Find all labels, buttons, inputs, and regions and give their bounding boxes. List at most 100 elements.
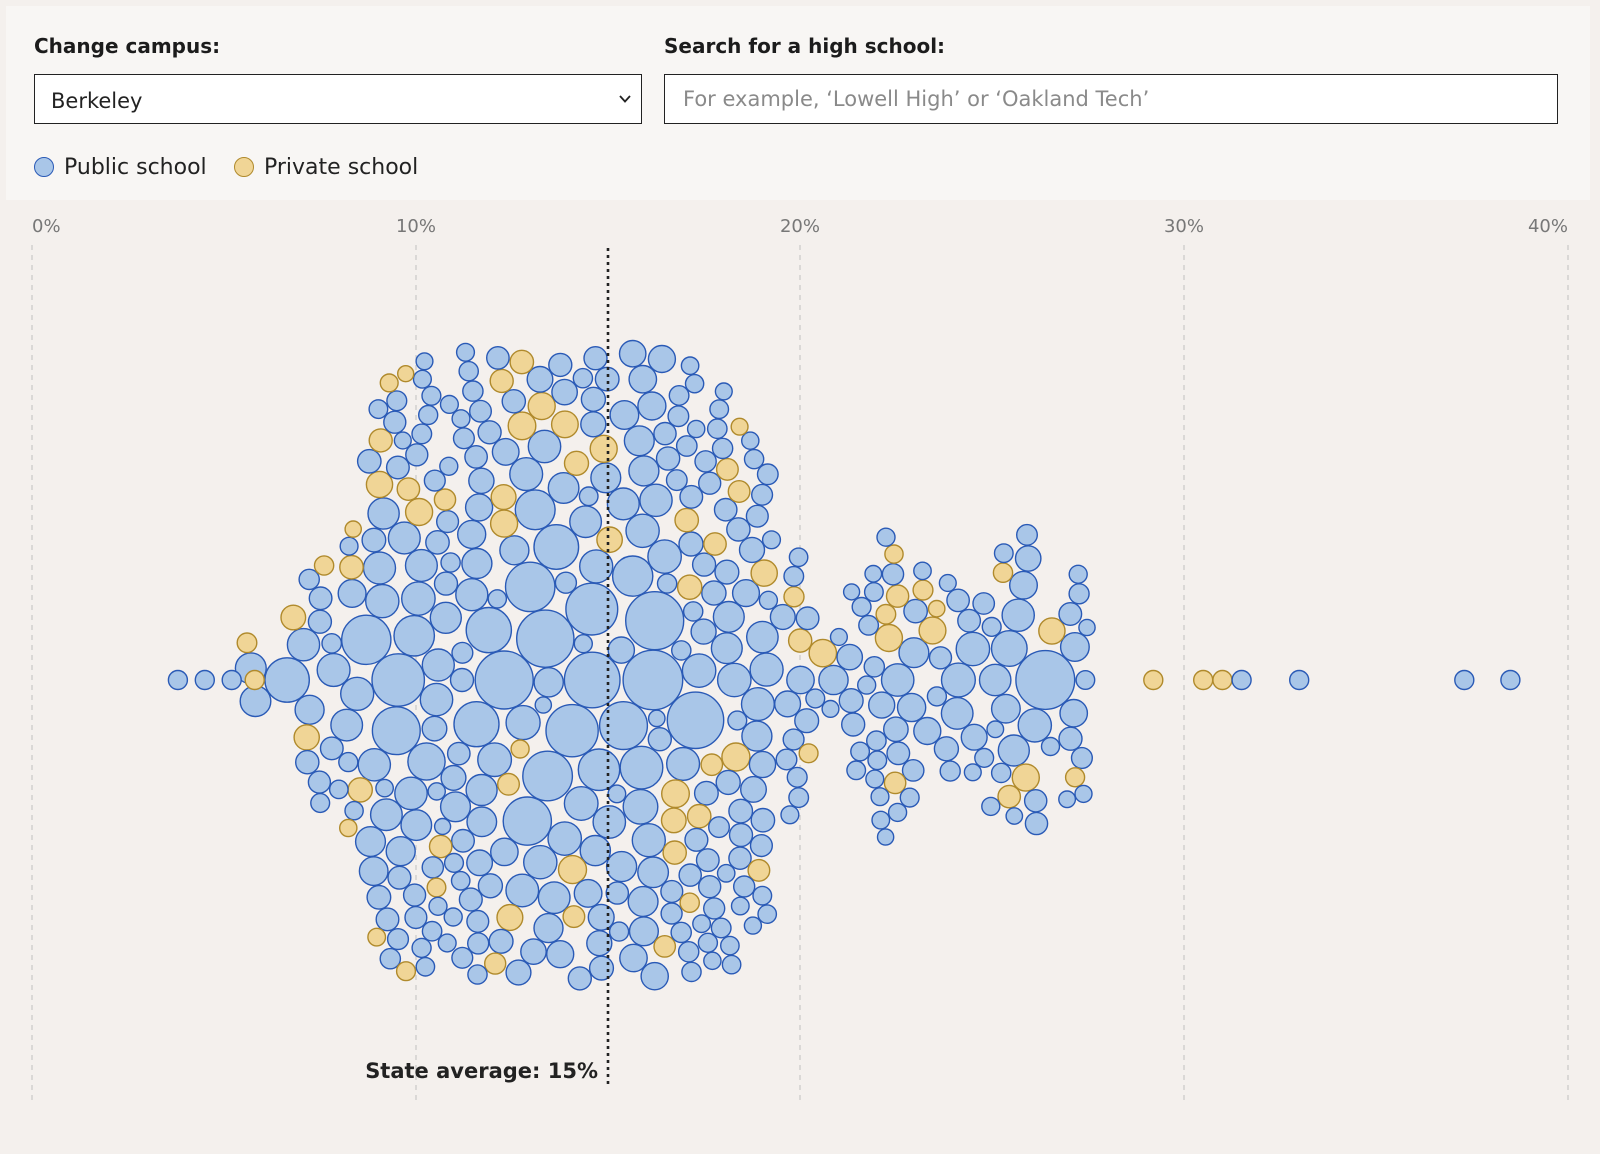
public-school-dot[interactable]	[986, 720, 1005, 739]
public-school-dot[interactable]	[451, 641, 474, 664]
public-school-dot[interactable]	[665, 469, 688, 492]
public-school-dot[interactable]	[850, 741, 871, 762]
public-school-dot[interactable]	[782, 728, 805, 751]
public-school-dot[interactable]	[572, 367, 594, 389]
public-school-dot[interactable]	[611, 555, 654, 597]
public-school-dot[interactable]	[783, 565, 805, 587]
private-school-dot[interactable]	[490, 484, 517, 511]
public-school-dot[interactable]	[505, 873, 540, 908]
public-school-dot[interactable]	[461, 547, 493, 580]
public-school-dot[interactable]	[439, 791, 472, 823]
public-school-dot[interactable]	[818, 664, 849, 696]
public-school-dot[interactable]	[728, 798, 754, 824]
private-school-dot[interactable]	[596, 526, 623, 554]
public-school-dot[interactable]	[386, 390, 408, 412]
public-school-dot[interactable]	[605, 850, 638, 883]
public-school-dot[interactable]	[573, 878, 603, 908]
public-school-dot[interactable]	[679, 484, 704, 509]
private-school-dot[interactable]	[750, 559, 779, 587]
public-school-dot[interactable]	[745, 504, 769, 528]
public-school-dot[interactable]	[563, 786, 599, 822]
public-school-dot[interactable]	[339, 536, 359, 556]
public-school-dot[interactable]	[865, 769, 885, 789]
public-school-dot[interactable]	[427, 782, 447, 801]
private-school-dot[interactable]	[244, 669, 265, 691]
public-school-dot[interactable]	[698, 875, 722, 899]
public-school-dot[interactable]	[680, 356, 700, 376]
public-school-dot[interactable]	[485, 345, 510, 370]
public-school-dot[interactable]	[667, 405, 690, 428]
public-school-dot[interactable]	[462, 380, 484, 402]
public-school-dot[interactable]	[748, 750, 777, 779]
public-school-dot[interactable]	[955, 631, 991, 667]
public-school-dot[interactable]	[655, 446, 681, 471]
public-school-dot[interactable]	[786, 665, 815, 695]
public-school-dot[interactable]	[713, 497, 738, 522]
public-school-dot[interactable]	[1016, 523, 1039, 546]
public-school-dot[interactable]	[569, 505, 603, 539]
public-school-dot[interactable]	[606, 487, 640, 521]
public-school-dot[interactable]	[394, 776, 428, 811]
public-school-dot[interactable]	[451, 828, 476, 853]
private-school-dot[interactable]	[1011, 763, 1041, 792]
public-school-dot[interactable]	[330, 708, 364, 742]
public-school-dot[interactable]	[647, 344, 677, 374]
private-school-dot[interactable]	[679, 892, 701, 914]
private-school-dot[interactable]	[563, 450, 590, 476]
public-school-dot[interactable]	[913, 561, 932, 581]
public-school-dot[interactable]	[465, 773, 498, 807]
public-school-dot[interactable]	[887, 802, 908, 823]
public-school-dot[interactable]	[698, 471, 722, 495]
public-school-dot[interactable]	[465, 606, 513, 654]
private-school-dot[interactable]	[344, 520, 363, 538]
private-school-dot[interactable]	[557, 854, 588, 885]
public-school-dot[interactable]	[671, 640, 692, 661]
public-school-dot[interactable]	[439, 456, 459, 476]
public-school-dot[interactable]	[710, 917, 732, 939]
public-school-dot[interactable]	[594, 366, 620, 392]
private-school-dot[interactable]	[367, 927, 387, 947]
public-school-dot[interactable]	[526, 365, 554, 393]
public-school-dot[interactable]	[773, 690, 802, 718]
public-school-dot[interactable]	[533, 666, 565, 698]
public-school-dot[interactable]	[1015, 649, 1076, 711]
public-school-dot[interactable]	[467, 964, 488, 985]
public-school-dot[interactable]	[534, 696, 553, 714]
public-school-dot[interactable]	[533, 524, 580, 571]
public-school-dot[interactable]	[477, 873, 504, 899]
private-school-dot[interactable]	[721, 742, 751, 772]
public-school-dot[interactable]	[411, 423, 433, 445]
public-school-dot[interactable]	[647, 539, 682, 574]
public-school-dot[interactable]	[1059, 632, 1090, 663]
private-school-dot[interactable]	[883, 771, 907, 795]
public-school-dot[interactable]	[677, 941, 700, 963]
public-school-dot[interactable]	[421, 856, 445, 879]
public-school-dot[interactable]	[451, 409, 471, 429]
private-school-dot[interactable]	[550, 410, 579, 439]
private-school-dot[interactable]	[715, 457, 739, 481]
public-school-dot[interactable]	[443, 907, 463, 927]
public-school-dot[interactable]	[701, 580, 727, 606]
public-school-dot[interactable]	[836, 643, 864, 671]
public-school-dot[interactable]	[607, 636, 636, 664]
public-school-dot[interactable]	[703, 951, 722, 971]
public-school-dot[interactable]	[400, 581, 436, 616]
public-school-dot[interactable]	[464, 444, 488, 469]
public-school-dot[interactable]	[997, 734, 1030, 767]
public-school-dot[interactable]	[628, 455, 660, 487]
public-school-dot[interactable]	[957, 608, 982, 633]
private-school-dot[interactable]	[497, 772, 521, 796]
private-school-dot[interactable]	[396, 477, 421, 501]
public-school-dot[interactable]	[455, 578, 489, 612]
public-school-dot[interactable]	[710, 632, 743, 665]
private-school-dot[interactable]	[661, 779, 691, 809]
public-school-dot[interactable]	[647, 727, 672, 752]
public-school-dot[interactable]	[846, 760, 867, 781]
public-school-dot[interactable]	[1068, 564, 1088, 584]
private-school-dot[interactable]	[1038, 617, 1066, 645]
public-school-dot[interactable]	[1075, 670, 1096, 691]
public-school-dot[interactable]	[547, 821, 583, 856]
public-school-dot[interactable]	[307, 770, 332, 794]
public-school-dot[interactable]	[375, 778, 394, 798]
public-school-dot[interactable]	[428, 896, 448, 916]
